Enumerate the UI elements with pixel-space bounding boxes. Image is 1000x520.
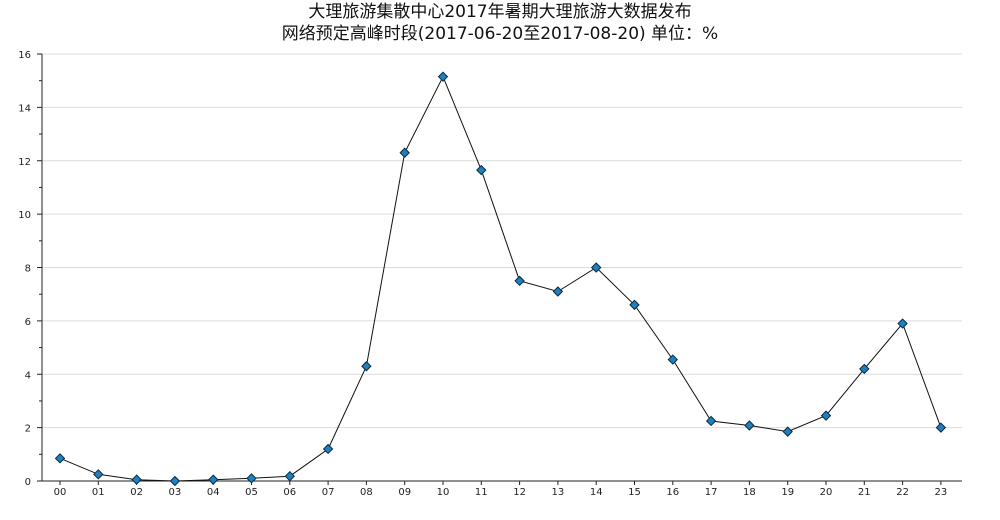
series xyxy=(54,71,947,487)
x-tick-label-11: 11 xyxy=(475,487,488,498)
data-point-06 xyxy=(284,470,296,482)
data-point-16 xyxy=(667,354,679,365)
y-tick-label-2: 2 xyxy=(25,424,31,435)
x-tick-label-12: 12 xyxy=(513,487,526,498)
data-point-22 xyxy=(897,318,908,329)
y-tick-label-16: 16 xyxy=(18,50,31,61)
data-point-20 xyxy=(820,410,832,421)
chart-subtitle: 网络预定高峰时段(2017-06-20至2017-08-20) 单位：% xyxy=(282,24,718,44)
y-tick-label-10: 10 xyxy=(18,210,31,221)
x-tick-label-16: 16 xyxy=(666,487,679,498)
data-point-09 xyxy=(399,147,410,158)
y-tick-label-8: 8 xyxy=(25,264,31,275)
data-point-14 xyxy=(590,262,602,273)
series-line xyxy=(59,75,942,482)
x-tick-label-10: 10 xyxy=(437,487,450,498)
x-tick-label-05: 05 xyxy=(245,487,258,498)
data-point-08 xyxy=(361,361,372,372)
x-tick-label-20: 20 xyxy=(820,487,833,498)
data-point-02 xyxy=(131,474,142,485)
x-tick-label-17: 17 xyxy=(705,487,718,498)
data-point-04 xyxy=(207,474,219,485)
x-tick-label-00: 00 xyxy=(54,487,67,498)
axes xyxy=(37,53,962,485)
x-tick-label-09: 09 xyxy=(398,487,411,498)
data-point-23 xyxy=(935,422,947,433)
data-point-01 xyxy=(93,469,104,480)
data-point-21 xyxy=(859,363,870,375)
x-tick-label-18: 18 xyxy=(743,487,756,498)
x-tick-label-04: 04 xyxy=(207,487,220,498)
data-point-05 xyxy=(246,473,257,484)
data-point-10 xyxy=(437,71,449,82)
data-point-03 xyxy=(169,475,181,487)
x-tick-label-14: 14 xyxy=(590,487,603,498)
y-tick-label-14: 14 xyxy=(18,103,31,114)
data-point-19 xyxy=(782,426,793,437)
x-tick-label-03: 03 xyxy=(169,487,182,498)
data-point-12 xyxy=(514,275,525,287)
x-tick-label-19: 19 xyxy=(781,487,794,498)
x-tick-label-21: 21 xyxy=(858,487,871,498)
x-tick-label-15: 15 xyxy=(628,487,641,498)
data-point-00 xyxy=(54,453,66,464)
x-tick-label-08: 08 xyxy=(360,487,373,498)
grid-lines xyxy=(42,53,962,429)
y-tick-label-12: 12 xyxy=(18,157,31,168)
chart-title: 大理旅游集散中心2017年暑期大理旅游大数据发布 xyxy=(308,2,691,22)
data-point-17 xyxy=(705,415,717,427)
data-point-18 xyxy=(744,420,755,431)
y-tick-label-0: 0 xyxy=(25,477,31,488)
x-tick-label-23: 23 xyxy=(935,487,948,498)
x-tick-label-22: 22 xyxy=(896,487,909,498)
data-point-07 xyxy=(322,443,334,455)
x-tick-label-01: 01 xyxy=(92,487,105,498)
y-tick-label-4: 4 xyxy=(25,370,31,381)
x-tick-label-13: 13 xyxy=(552,487,565,498)
x-tick-label-07: 07 xyxy=(322,487,335,498)
data-point-11 xyxy=(476,164,487,176)
data-point-15 xyxy=(629,299,640,311)
data-point-13 xyxy=(552,286,564,297)
y-tick-label-6: 6 xyxy=(25,317,31,328)
x-tick-label-02: 02 xyxy=(130,487,143,498)
x-tick-label-06: 06 xyxy=(283,487,296,498)
